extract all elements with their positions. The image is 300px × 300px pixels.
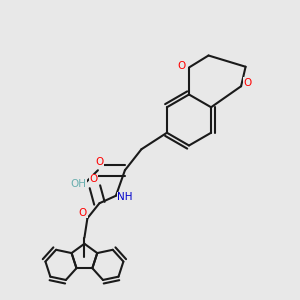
Text: O: O xyxy=(95,157,104,167)
Text: O: O xyxy=(177,61,186,71)
Text: O: O xyxy=(89,174,98,184)
Text: O: O xyxy=(244,78,252,88)
Text: O: O xyxy=(79,208,87,218)
Text: OH: OH xyxy=(70,179,86,189)
Text: NH: NH xyxy=(117,192,133,202)
